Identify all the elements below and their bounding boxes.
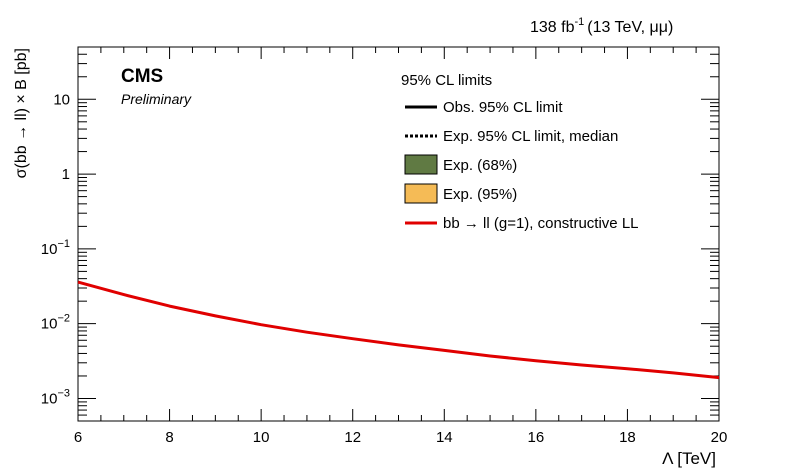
legend-label-signal: bb → ll (g=1), constructive LL — [443, 215, 639, 232]
legend-label-exp-median: Exp. 95% CL limit, median — [443, 128, 618, 145]
cms-label: CMS — [121, 66, 163, 87]
x-tick-label: 10 — [253, 429, 270, 446]
preliminary-label: Preliminary — [121, 91, 192, 107]
y-tick-label: 10−3 — [41, 387, 70, 407]
x-tick-label: 16 — [528, 429, 545, 446]
lumi-label: 138 fb-1 (13 TeV, μμ) — [530, 16, 673, 36]
legend-symbol-exp-68 — [404, 154, 438, 175]
x-axis-title: Λ [TeV] — [662, 449, 716, 468]
legend-label-obs: Obs. 95% CL limit — [443, 99, 563, 116]
legend-label-exp-68: Exp. (68%) — [443, 157, 517, 174]
legend-label-exp-95: Exp. (95%) — [443, 186, 517, 203]
legend-header: 95% CL limits — [401, 72, 492, 89]
y-tick-label: 10−1 — [41, 238, 70, 258]
legend: 95% CL limits Obs. 95% CL limit Exp. 95%… — [401, 72, 639, 232]
y-tick-label: 10−2 — [41, 313, 70, 333]
x-tick-label: 14 — [436, 429, 453, 446]
x-tick-label: 20 — [711, 429, 728, 446]
x-tick-label: 18 — [619, 429, 636, 446]
y-tick-label: 1 — [62, 166, 70, 183]
x-tick-label: 6 — [74, 429, 82, 446]
legend-symbol-exp-95 — [404, 183, 438, 204]
x-tick-label: 8 — [165, 429, 173, 446]
y-axis-title: σ(bb → ll) × B [pb] — [13, 48, 30, 178]
y-tick-label: 10 — [53, 91, 70, 108]
series-line-signal — [77, 280, 720, 380]
x-tick-label: 12 — [344, 429, 361, 446]
